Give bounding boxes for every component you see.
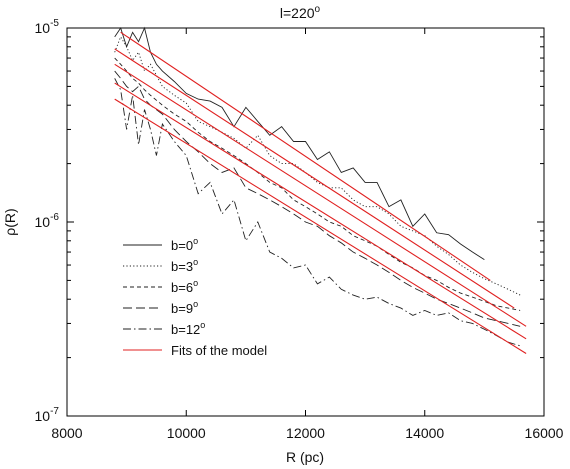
legend-label: b=9o xyxy=(171,299,198,316)
y-tick-label: 10-6 xyxy=(35,212,60,230)
fit-layer xyxy=(114,31,527,354)
legend-label: b=3o xyxy=(171,257,198,274)
chart-title: l=220o xyxy=(280,4,321,21)
fit-line-3 xyxy=(114,63,527,327)
x-tick-label: 8000 xyxy=(51,425,82,441)
y-tick-label: 10-7 xyxy=(35,406,60,424)
series-layer xyxy=(114,26,521,347)
fit-line-2 xyxy=(114,48,515,309)
fit-line-4 xyxy=(114,82,527,340)
legend: b=0o b=3o b=6o b=9o b=12o Fits of the model xyxy=(123,236,267,358)
series-line-b-12 xyxy=(114,78,521,347)
y-axis-label: ρ(R) xyxy=(2,208,18,235)
series-line-b-6 xyxy=(114,57,521,311)
y-tick-label: 10-5 xyxy=(35,18,60,36)
x-tick-label: 10000 xyxy=(167,425,206,441)
y-axis: 10-5 10-6 10-7 xyxy=(35,18,544,424)
x-axis-label: R (pc) xyxy=(286,449,324,465)
x-tick-label: 12000 xyxy=(286,425,325,441)
x-tick-label: 14000 xyxy=(405,425,444,441)
x-tick-label: 16000 xyxy=(525,425,564,441)
legend-label: b=6o xyxy=(171,278,198,295)
x-axis: 8000 10000 12000 14000 16000 xyxy=(51,28,564,441)
legend-label: Fits of the model xyxy=(171,343,267,358)
legend-label: b=12o xyxy=(171,320,205,337)
fit-line-1 xyxy=(120,31,491,281)
legend-label: b=0o xyxy=(171,236,198,253)
series-line-b-3 xyxy=(114,35,521,296)
fit-line-5 xyxy=(114,98,527,354)
series-line-b-0 xyxy=(114,26,485,260)
